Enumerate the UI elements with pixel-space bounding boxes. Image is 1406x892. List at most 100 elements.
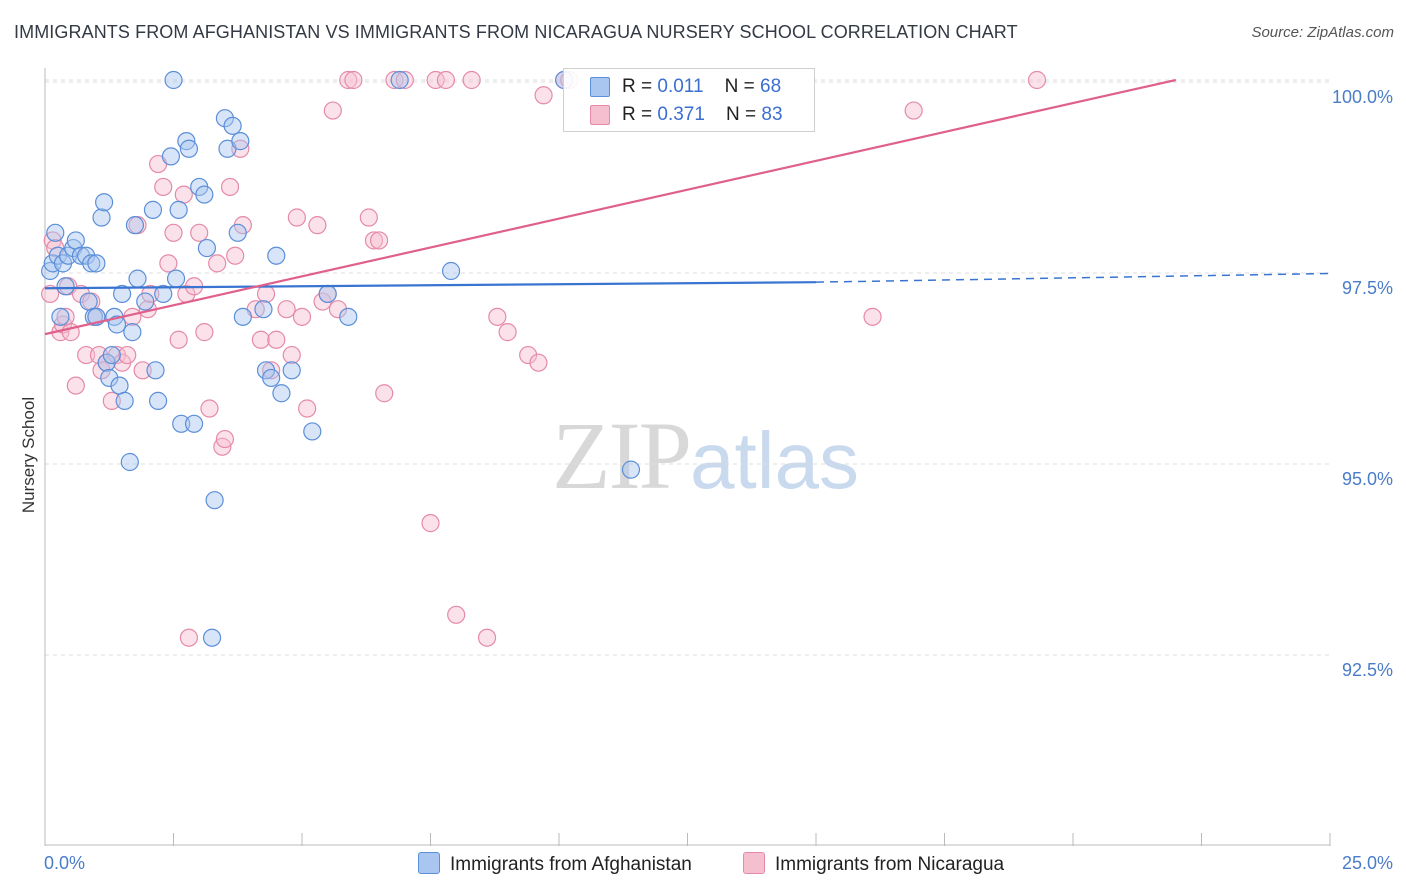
nicaragua-point-69 <box>436 70 456 90</box>
nicaragua-point-40 <box>220 177 240 197</box>
legend-r-afghanistan: 0.011 <box>657 76 704 97</box>
nicaragua-point-36 <box>200 399 219 418</box>
afghanistan-point-60 <box>318 284 337 304</box>
afghanistan-point-24 <box>115 391 134 410</box>
nicaragua-point-67 <box>421 514 440 533</box>
nicaragua-point-74 <box>498 323 517 342</box>
y-tick-label-3: 100.0% <box>1332 87 1393 107</box>
nicaragua-point-70 <box>447 605 466 624</box>
legend-r-nicaragua: 0.371 <box>657 104 705 125</box>
watermark-atlas: atlas <box>690 416 859 505</box>
nicaragua-point-71 <box>462 70 481 90</box>
nicaragua-point-54 <box>308 216 327 235</box>
afghanistan-point-33 <box>154 284 173 304</box>
afghanistan-point-58 <box>282 361 301 380</box>
nicaragua-point-0 <box>41 284 60 304</box>
afghanistan-point-35 <box>164 70 183 90</box>
afghanistan-point-47 <box>215 109 234 128</box>
tick-labels: 92.5% 95.0% 97.5% 100.0% 0.0% 25.0% <box>44 87 1393 873</box>
afghanistan-point-26 <box>123 323 142 342</box>
nicaragua-point-75 <box>519 345 538 365</box>
afghanistan-trend-extension <box>815 272 1331 283</box>
nicaragua-point-76 <box>529 353 548 372</box>
afghanistan-point-25 <box>120 452 139 472</box>
afghanistan-points <box>41 70 641 647</box>
nicaragua-point-60 <box>344 70 363 90</box>
nicaragua-point-41 <box>226 246 245 265</box>
legend-n-afghanistan: 68 <box>760 76 782 97</box>
nicaragua-point-73 <box>488 307 507 326</box>
nicaragua-trend-line <box>44 78 1177 336</box>
afghanistan-point-8 <box>66 231 85 250</box>
afghanistan-point-51 <box>231 132 250 151</box>
nicaragua-point-19 <box>118 345 137 365</box>
bottom-legend-afghanistan: Immigrants from Afghanistan <box>418 852 692 876</box>
afghanistan-trend-line <box>44 281 817 290</box>
source-label: Source: ZipAtlas.com <box>1251 24 1394 41</box>
afghanistan-point-9 <box>71 246 91 265</box>
axes <box>44 68 1331 846</box>
afghanistan-point-37 <box>169 200 188 219</box>
nicaragua-point-9 <box>71 284 91 304</box>
grid-lines <box>45 79 1330 656</box>
afghanistan-point-45 <box>202 628 222 647</box>
nicaragua-point-27 <box>159 254 178 273</box>
legend-swatch-afghanistan <box>590 77 610 97</box>
afghanistan-point-64 <box>441 261 461 281</box>
afghanistan-point-61 <box>339 307 358 326</box>
nicaragua-point-8 <box>66 376 85 395</box>
nicaragua-point-49 <box>277 300 296 319</box>
afghanistan-point-36 <box>166 269 186 288</box>
afghanistan-point-15 <box>92 208 111 227</box>
afghanistan-point-67 <box>87 254 106 273</box>
nicaragua-point-64 <box>375 384 394 403</box>
nicaragua-point-66 <box>395 70 414 90</box>
nicaragua-point-46 <box>256 284 276 304</box>
afghanistan-point-28 <box>128 269 147 288</box>
nicaragua-point-81 <box>904 101 923 120</box>
afghanistan-point-2 <box>46 223 65 242</box>
afghanistan-point-21 <box>107 315 127 334</box>
x-tick-label-1: 25.0% <box>1342 853 1393 873</box>
trend-lines <box>44 78 1331 336</box>
nicaragua-point-61 <box>359 208 378 227</box>
nicaragua-point-22 <box>133 361 152 380</box>
nicaragua-point-37 <box>208 254 227 273</box>
nicaragua-point-53 <box>298 399 317 418</box>
nicaragua-point-35 <box>195 323 214 342</box>
afghanistan-point-12 <box>79 292 98 311</box>
afghanistan-point-22 <box>110 376 129 395</box>
legend-swatch-nicaragua <box>590 105 610 125</box>
afghanistan-point-27 <box>125 216 145 235</box>
nicaragua-point-52 <box>292 307 312 326</box>
nicaragua-point-28 <box>164 223 183 242</box>
afghanistan-point-62 <box>390 70 409 90</box>
nicaragua-point-30 <box>174 185 193 204</box>
y-tick-label-0: 92.5% <box>1342 660 1393 680</box>
y-tick-label-1: 95.0% <box>1342 469 1393 489</box>
afghanistan-point-59 <box>303 422 322 441</box>
afghanistan-point-11 <box>82 254 101 273</box>
nicaragua-point-13 <box>89 345 109 365</box>
afghanistan-point-18 <box>100 368 119 388</box>
nicaragua-point-59 <box>339 70 358 90</box>
nicaragua-point-62 <box>364 231 384 250</box>
y-tick-label-2: 97.5% <box>1342 278 1393 298</box>
afghanistan-point-5 <box>56 277 75 296</box>
legend-n-nicaragua: 83 <box>761 104 783 125</box>
nicaragua-point-51 <box>287 208 306 227</box>
watermark-zip: ZIP <box>552 402 692 509</box>
nicaragua-point-29 <box>169 330 188 349</box>
nicaragua-point-10 <box>77 345 96 365</box>
afghanistan-point-29 <box>136 292 155 311</box>
legend: R = 0.011 N = 68 R = 0.371 N = 83 <box>563 68 815 132</box>
nicaragua-point-45 <box>251 330 270 349</box>
nicaragua-point-32 <box>179 628 199 647</box>
nicaragua-point-72 <box>477 628 497 647</box>
nicaragua-point-48 <box>267 330 286 349</box>
nicaragua-point-39 <box>215 429 234 449</box>
chart-title: IMMIGRANTS FROM AFGHANISTAN VS IMMIGRANT… <box>14 22 1018 42</box>
nicaragua-point-80 <box>863 307 882 326</box>
afghanistan-point-52 <box>233 307 252 326</box>
